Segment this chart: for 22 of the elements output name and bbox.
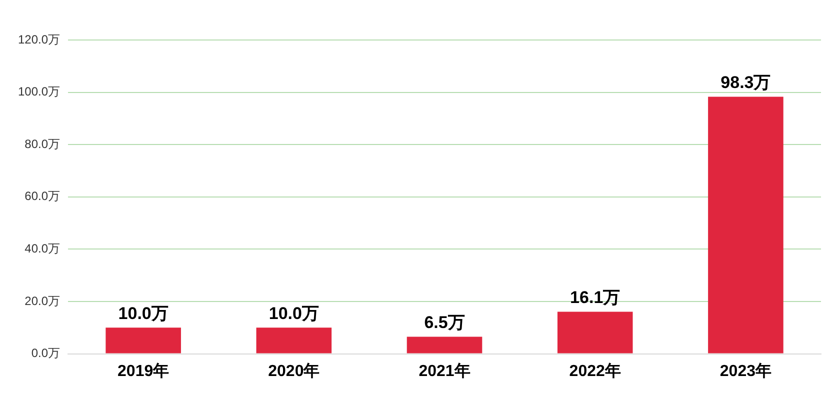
x-tick-label: 2022年 (569, 362, 621, 380)
data-label: 6.5万 (424, 312, 465, 332)
bar (106, 328, 181, 354)
data-label: 98.3万 (720, 72, 771, 92)
y-tick-label: 60.0万 (24, 189, 60, 204)
data-label: 10.0万 (268, 304, 319, 323)
y-tick-label: 100.0万 (18, 84, 60, 99)
bar (557, 312, 633, 354)
bar (708, 96, 784, 354)
y-tick-label: 40.0万 (24, 242, 60, 256)
y-tick-label: 120.0万 (18, 32, 60, 46)
bar (406, 336, 482, 354)
bar (256, 328, 332, 354)
data-label: 10.0万 (118, 304, 168, 323)
x-tick-label: 2020年 (268, 362, 320, 380)
x-tick-label: 2019年 (118, 362, 170, 380)
data-label: 16.1万 (570, 288, 620, 307)
x-tick-label: 2023年 (720, 362, 772, 380)
y-tick-label: 20.0万 (24, 294, 60, 308)
x-tick-label: 2021年 (418, 362, 470, 380)
y-tick-label: 80.0万 (24, 136, 60, 151)
y-tick-label: 0.0万 (31, 346, 60, 360)
